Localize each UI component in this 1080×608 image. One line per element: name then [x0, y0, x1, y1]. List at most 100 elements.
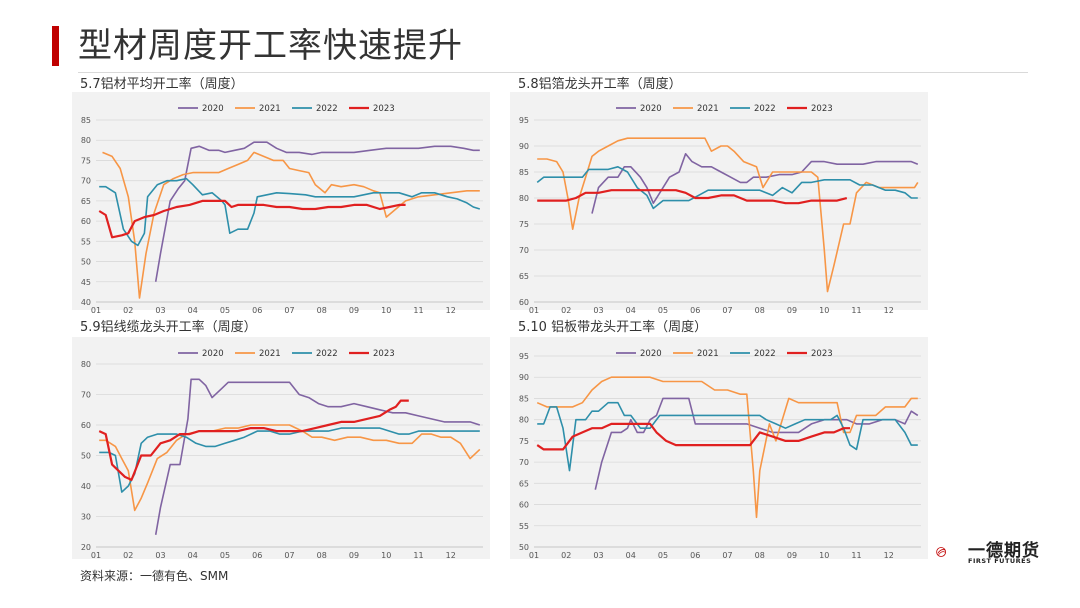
- y-tick-label: 55: [81, 237, 91, 246]
- x-tick-label: 11: [851, 306, 861, 315]
- x-tick-label: 01: [529, 551, 539, 560]
- series-line-2020: [594, 397, 919, 490]
- y-tick-label: 65: [81, 197, 91, 206]
- y-tick-label: 85: [81, 116, 91, 125]
- chart-background: [72, 337, 490, 559]
- chart-panel-4: 50 55 60 65 70 75 80 85 90 95 01 02 03 04 05 06 07 08 09 10…: [510, 337, 928, 560]
- panel-title-foil-avg: 5.7铝材平均开工率（周度）: [80, 77, 244, 92]
- x-tick-label: 10: [819, 306, 829, 315]
- legend-label-2020: 2020: [202, 349, 224, 359]
- panel-title-foil-leader: 5.8铝箔龙头开工率（周度）: [518, 77, 682, 92]
- chart-panel-2: 60 65 70 75 80 85 90 95 01 02 03 04 05 06 07 08 09 10 11 12…: [510, 92, 928, 315]
- x-tick-label: 04: [626, 306, 636, 315]
- x-tick-label: 09: [349, 551, 359, 560]
- series-line-2023: [537, 189, 848, 205]
- x-tick-label: 04: [188, 551, 198, 560]
- x-tick-label: 03: [593, 551, 603, 560]
- series-line-2021: [537, 137, 919, 293]
- chart-panel-3: 20 30 40 50 60 70 80 01 02 03 04 05 06 07 08 09 10 11 12 20…: [72, 337, 490, 560]
- y-tick-label: 70: [81, 391, 91, 400]
- page-title: 型材周度开工率快速提升: [78, 26, 463, 66]
- x-tick-label: 03: [155, 551, 165, 560]
- legend-label-2022: 2022: [316, 104, 338, 114]
- x-tick-label: 08: [755, 306, 765, 315]
- x-tick-label: 07: [284, 306, 294, 315]
- y-tick-label: 45: [81, 278, 91, 287]
- x-tick-label: 10: [819, 551, 829, 560]
- legend-label-2021: 2021: [259, 349, 281, 359]
- y-tick-label: 80: [519, 194, 529, 203]
- x-tick-label: 07: [722, 551, 732, 560]
- x-tick-label: 09: [787, 551, 797, 560]
- y-tick-label: 90: [519, 142, 529, 151]
- series-line-2020: [154, 141, 480, 282]
- y-tick-label: 85: [519, 168, 529, 177]
- y-tick-label: 40: [81, 482, 91, 491]
- x-tick-label: 02: [123, 551, 133, 560]
- series-line-2022: [537, 401, 918, 472]
- x-tick-label: 07: [722, 306, 732, 315]
- series-line-2023: [536, 422, 850, 451]
- y-tick-label: 60: [519, 501, 529, 510]
- legend-label-2022: 2022: [754, 104, 776, 114]
- y-tick-label: 60: [81, 217, 91, 226]
- series-line-2022: [99, 427, 480, 493]
- x-tick-label: 01: [91, 306, 101, 315]
- series-line-2021: [99, 424, 481, 512]
- x-tick-label: 10: [381, 306, 391, 315]
- y-tick-label: 50: [81, 452, 91, 461]
- y-tick-label: 85: [519, 394, 529, 403]
- y-tick-label: 65: [519, 479, 529, 488]
- y-tick-label: 50: [81, 258, 91, 267]
- title-rule: [78, 72, 1028, 73]
- y-tick-label: 50: [519, 543, 529, 552]
- series-line-2021: [536, 376, 918, 519]
- y-tick-label: 75: [81, 156, 91, 165]
- y-tick-label: 95: [519, 352, 529, 361]
- x-tick-label: 12: [884, 306, 894, 315]
- legend-label-2023: 2023: [811, 349, 833, 359]
- y-tick-label: 90: [519, 373, 529, 382]
- y-tick-label: 80: [519, 416, 529, 425]
- x-tick-label: 06: [252, 306, 262, 315]
- x-tick-label: 04: [626, 551, 636, 560]
- legend-label-2023: 2023: [373, 104, 395, 114]
- x-tick-label: 02: [561, 551, 571, 560]
- x-tick-label: 12: [884, 551, 894, 560]
- panel-title-cable-leader: 5.9铝线缆龙头开工率（周度）: [80, 320, 257, 335]
- x-tick-label: 11: [413, 306, 423, 315]
- x-tick-label: 05: [220, 551, 230, 560]
- panel-title-strip-leader: 5.10 铝板带龙头开工率（周度）: [518, 320, 708, 335]
- y-tick-label: 55: [519, 522, 529, 531]
- x-tick-label: 01: [91, 551, 101, 560]
- company-logo-icon: [936, 547, 946, 557]
- legend-label-2023: 2023: [373, 349, 395, 359]
- y-tick-label: 40: [81, 298, 91, 307]
- y-tick-label: 60: [81, 421, 91, 430]
- x-tick-label: 08: [317, 551, 327, 560]
- x-tick-label: 08: [317, 306, 327, 315]
- series-line-2023: [98, 399, 409, 481]
- legend-label-2021: 2021: [259, 104, 281, 114]
- x-tick-label: 05: [658, 551, 668, 560]
- legend-label-2020: 2020: [640, 104, 662, 114]
- legend-label-2023: 2023: [811, 104, 833, 114]
- legend-label-2020: 2020: [640, 349, 662, 359]
- logo-subtitle: FIRST FUTURES: [968, 557, 1032, 565]
- logo-name: 一德期货: [968, 541, 1040, 561]
- y-tick-label: 70: [519, 246, 529, 255]
- legend-label-2021: 2021: [697, 349, 719, 359]
- source-note: 资料来源：一德有色、SMM: [80, 569, 229, 583]
- legend-label-2020: 2020: [202, 104, 224, 114]
- chart-background: [510, 337, 928, 559]
- series-line-2021: [102, 151, 480, 299]
- x-tick-label: 09: [349, 306, 359, 315]
- y-tick-label: 20: [81, 543, 91, 552]
- y-tick-label: 75: [519, 437, 529, 446]
- x-tick-label: 06: [690, 306, 700, 315]
- x-tick-label: 06: [252, 551, 262, 560]
- chart-panel-1: 40 45 50 55 60 65 70 75 80 85 01 02 03 04 05 06 07 08 09 10…: [72, 92, 490, 315]
- y-tick-label: 70: [519, 458, 529, 467]
- y-tick-label: 80: [81, 360, 91, 369]
